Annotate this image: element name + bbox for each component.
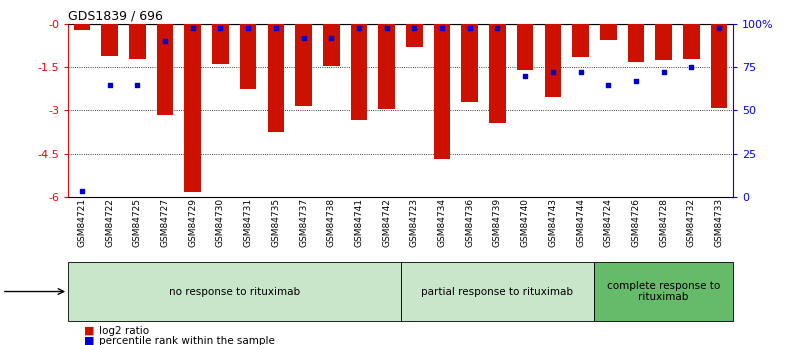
Bar [101,24,118,56]
Point [297,35,310,41]
Point [574,70,587,75]
Point [519,73,532,79]
Text: no response to rituximab: no response to rituximab [169,287,300,296]
Text: disease state: disease state [0,287,64,296]
Point [352,25,365,30]
Point [325,35,338,41]
Bar [683,24,700,59]
Point [436,25,449,30]
Point [187,25,199,30]
Bar [628,24,644,61]
Point [546,70,559,75]
Text: complete response to
rituximab: complete response to rituximab [607,281,720,302]
Point [103,82,116,87]
Bar [239,24,256,89]
Text: percentile rank within the sample: percentile rank within the sample [99,336,275,345]
Bar [406,24,423,47]
Point [269,25,282,30]
Bar [517,24,533,70]
Bar [296,24,312,106]
Bar [461,24,478,102]
Point [380,25,393,30]
Bar [434,24,450,159]
Text: ■: ■ [84,336,95,345]
Point [658,70,670,75]
Bar [268,24,284,132]
Point [602,82,614,87]
Point [630,78,642,84]
Text: ■: ■ [84,326,95,336]
Bar [378,24,395,109]
Point [713,25,726,30]
Bar [323,24,340,66]
Point [131,82,143,87]
Bar [594,262,733,321]
Point [242,25,255,30]
Point [685,65,698,70]
Point [214,25,227,30]
Point [491,25,504,30]
Bar [351,24,367,120]
Bar [129,24,146,59]
Bar [655,24,672,60]
Text: GDS1839 / 696: GDS1839 / 696 [68,10,163,23]
Bar [74,24,91,30]
Bar [710,24,727,108]
Bar [489,24,505,124]
Point [408,25,421,30]
Bar [184,24,201,192]
Bar [545,24,562,97]
Bar [400,262,594,321]
Point [75,189,88,194]
Bar [212,24,229,65]
Text: partial response to rituximab: partial response to rituximab [421,287,574,296]
Point [159,39,171,44]
Point [463,25,476,30]
Bar [600,24,617,40]
Bar [157,24,173,115]
Text: log2 ratio: log2 ratio [99,326,149,336]
Bar [68,262,400,321]
Bar [572,24,589,57]
